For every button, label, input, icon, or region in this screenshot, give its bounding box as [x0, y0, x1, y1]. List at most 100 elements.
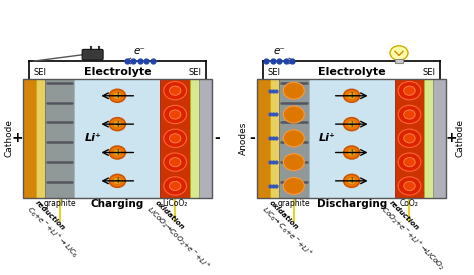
Text: SEI: SEI [422, 68, 436, 77]
Bar [36, 79, 45, 198]
Circle shape [283, 154, 304, 170]
Text: Electrolyte: Electrolyte [318, 67, 385, 77]
Bar [424, 79, 433, 198]
Text: LiC$_6$→ C$_6$+e$^-$+Li$^+$: LiC$_6$→ C$_6$+e$^-$+Li$^+$ [259, 204, 315, 260]
Bar [257, 79, 447, 198]
Text: graphite: graphite [43, 199, 76, 208]
Circle shape [350, 94, 354, 97]
Bar [270, 79, 279, 198]
Circle shape [404, 134, 415, 143]
Circle shape [115, 123, 119, 126]
Text: reduction: reduction [34, 200, 66, 232]
Text: Li⁺: Li⁺ [319, 133, 336, 143]
Circle shape [398, 81, 421, 100]
Circle shape [350, 179, 354, 183]
Circle shape [109, 118, 125, 131]
Circle shape [398, 153, 421, 171]
Circle shape [350, 123, 354, 126]
Circle shape [115, 151, 119, 154]
Text: Charging: Charging [91, 199, 144, 210]
Text: +: + [12, 131, 23, 145]
Circle shape [109, 146, 125, 159]
Circle shape [113, 120, 122, 128]
Circle shape [164, 153, 187, 171]
Circle shape [113, 177, 122, 185]
Text: +: + [348, 120, 355, 129]
Text: oxidation: oxidation [268, 200, 300, 231]
Bar [190, 79, 199, 198]
Text: Anodes: Anodes [238, 122, 247, 155]
Circle shape [170, 182, 181, 191]
Circle shape [398, 129, 421, 147]
Text: Electrolyte: Electrolyte [83, 67, 151, 77]
Text: CoO$_2$+e$^-$+Li$^+$→LiCoO$_2$: CoO$_2$+e$^-$+Li$^+$→LiCoO$_2$ [378, 204, 447, 274]
Text: $C_6$+e$^-$+Li$^+$→ LiC$_6$: $C_6$+e$^-$+Li$^+$→ LiC$_6$ [25, 204, 81, 261]
Circle shape [344, 89, 360, 102]
Text: graphite: graphite [277, 199, 310, 208]
Circle shape [344, 174, 360, 187]
Text: oxidation: oxidation [154, 200, 185, 231]
Circle shape [398, 105, 421, 124]
FancyBboxPatch shape [82, 50, 103, 60]
Circle shape [170, 134, 181, 143]
Text: +: + [446, 131, 457, 145]
Circle shape [164, 129, 187, 147]
Circle shape [344, 146, 360, 159]
Text: LiCoO₂: LiCoO₂ [163, 199, 188, 208]
Text: SEI: SEI [188, 68, 201, 77]
Circle shape [347, 177, 356, 185]
Circle shape [113, 92, 122, 99]
Text: -: - [249, 131, 255, 145]
Circle shape [115, 94, 119, 97]
Circle shape [109, 174, 125, 187]
Text: Li⁺: Li⁺ [85, 133, 102, 143]
Circle shape [283, 177, 304, 194]
Circle shape [404, 110, 415, 119]
Circle shape [170, 158, 181, 167]
Bar [23, 79, 212, 198]
Circle shape [390, 46, 408, 60]
Bar [45, 79, 74, 198]
Text: Cathode: Cathode [4, 119, 13, 157]
Circle shape [170, 86, 181, 95]
Circle shape [404, 158, 415, 167]
Text: SEI: SEI [34, 68, 46, 77]
Text: -: - [214, 131, 220, 145]
Circle shape [283, 130, 304, 147]
Circle shape [170, 110, 181, 119]
Circle shape [404, 86, 415, 95]
Bar [309, 79, 394, 198]
Text: +: + [114, 120, 120, 129]
Bar [279, 79, 309, 198]
Bar [23, 79, 36, 198]
Circle shape [347, 149, 356, 156]
Text: CoO₂: CoO₂ [400, 199, 419, 208]
Text: Discharging: Discharging [317, 199, 387, 210]
Circle shape [164, 177, 187, 195]
Bar [257, 79, 270, 198]
Circle shape [164, 105, 187, 124]
Circle shape [347, 92, 356, 99]
Bar [394, 79, 424, 198]
Text: SEI: SEI [268, 68, 281, 77]
Circle shape [350, 151, 354, 154]
Circle shape [283, 82, 304, 99]
Circle shape [347, 120, 356, 128]
Circle shape [113, 149, 122, 156]
Circle shape [164, 81, 187, 100]
Text: e⁻: e⁻ [273, 46, 285, 56]
Bar [433, 79, 447, 198]
Text: +: + [114, 176, 120, 185]
Text: Cathode: Cathode [456, 119, 465, 157]
Text: e⁻: e⁻ [134, 46, 146, 56]
Circle shape [283, 106, 304, 123]
Circle shape [344, 118, 360, 131]
Circle shape [115, 179, 119, 183]
Circle shape [404, 182, 415, 191]
Circle shape [109, 89, 125, 102]
Text: +: + [348, 148, 355, 157]
Bar [199, 79, 212, 198]
Circle shape [398, 177, 421, 195]
Bar [74, 79, 160, 198]
Bar [160, 79, 190, 198]
